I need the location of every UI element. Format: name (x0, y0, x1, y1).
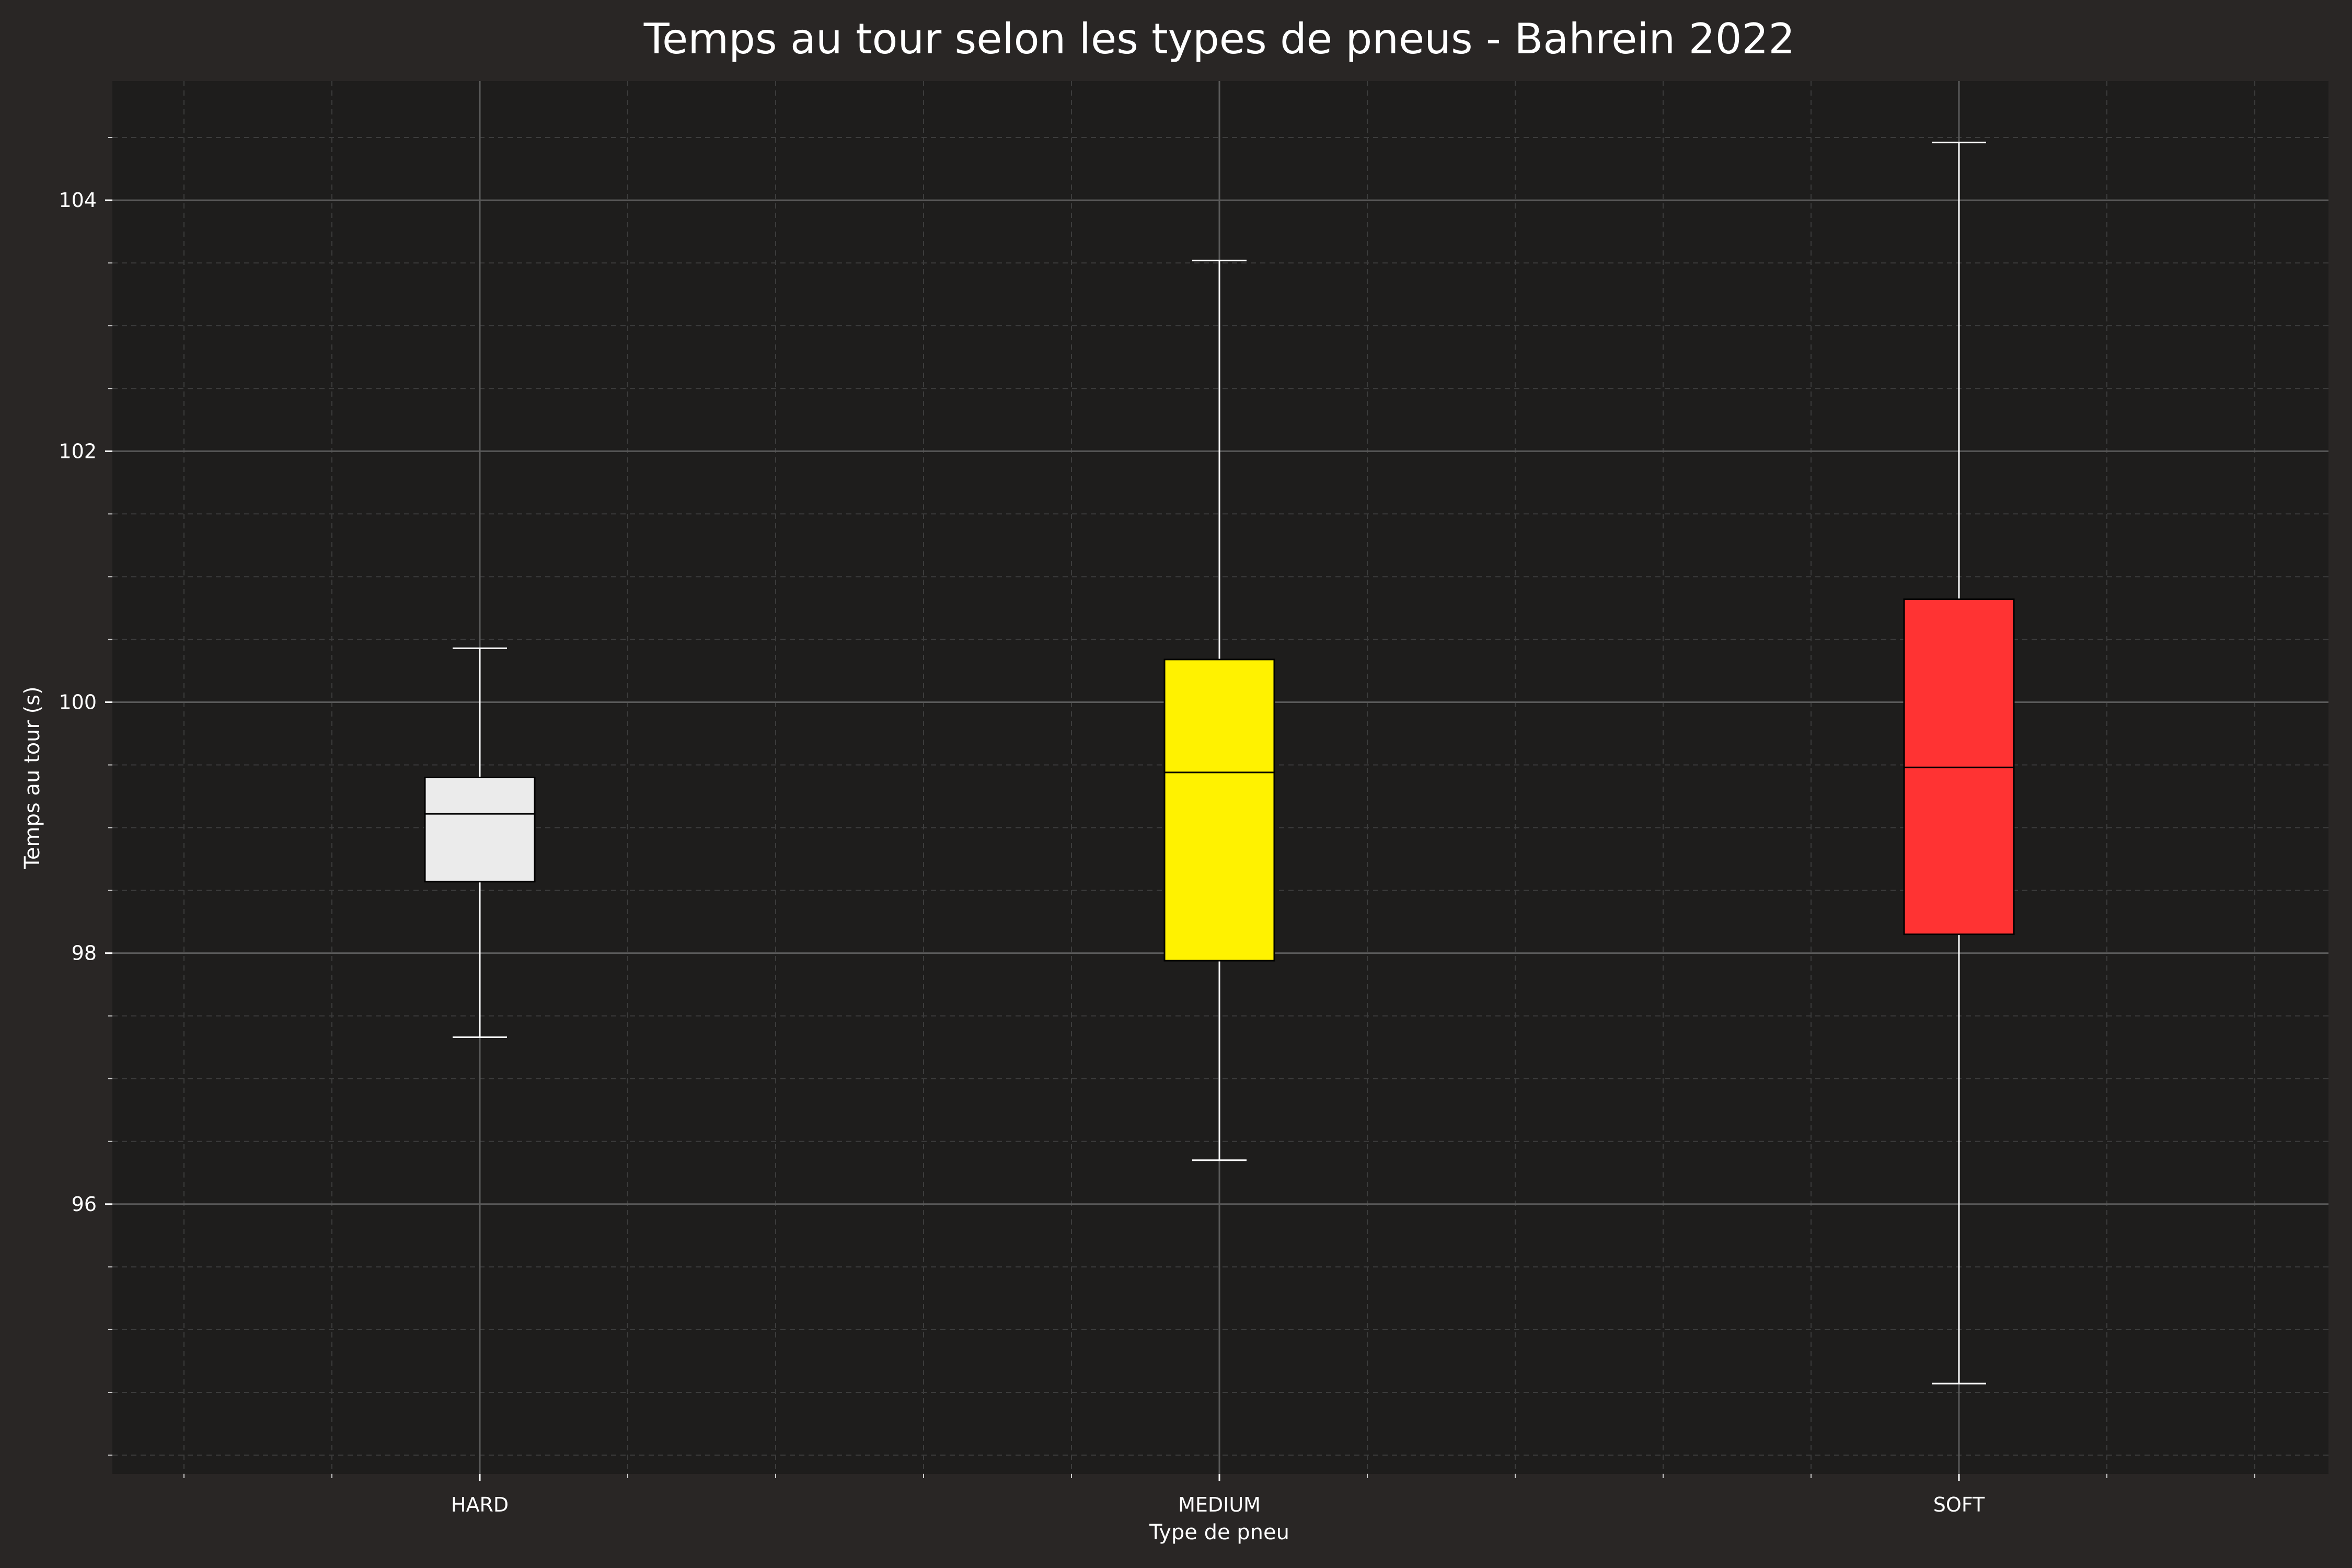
y-tick-label: 104 (59, 189, 97, 212)
y-tick-label: 100 (59, 690, 97, 713)
x-tick-label: SOFT (1933, 1493, 1985, 1516)
box-body (1163, 659, 1275, 962)
x-ticks: HARD MEDIUM SOFT (451, 1474, 1985, 1516)
y-tick-label: 96 (72, 1193, 97, 1216)
y-ticks: 96 98 100 102 104 (59, 189, 112, 1216)
box-soft (1903, 142, 2015, 1385)
box-body (424, 777, 536, 883)
y-tick-label: 102 (59, 440, 97, 463)
boxes (424, 142, 2015, 1385)
x-tick-label: HARD (451, 1493, 509, 1516)
box-hard (424, 647, 536, 1038)
x-axis-label: Type de pneu (1149, 1520, 1289, 1544)
y-tick-label: 98 (72, 942, 97, 965)
x-tick-label: MEDIUM (1178, 1493, 1261, 1516)
y-axis-label: Temps au tour (s) (20, 686, 44, 869)
box-medium (1163, 259, 1275, 1161)
chart-title: Temps au tour selon les types de pneus -… (643, 15, 1795, 63)
